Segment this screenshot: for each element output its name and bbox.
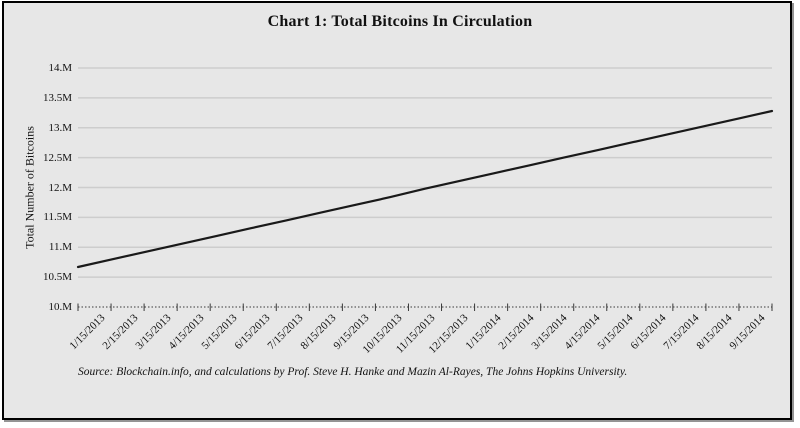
y-tick-label: 12.5M bbox=[42, 151, 72, 164]
y-tick-label: 11.M bbox=[48, 241, 72, 254]
series-line bbox=[76, 109, 774, 269]
y-tick-label: 13.5M bbox=[42, 91, 72, 104]
chart-title: Chart 1: Total Bitcoins In Circulation bbox=[267, 13, 533, 30]
y-tick-label: 10.5M bbox=[42, 271, 72, 284]
y-tick-label: 10.M bbox=[48, 301, 72, 313]
y-tick-label: 12.M bbox=[48, 181, 72, 194]
chart-frame bbox=[2, 1, 792, 420]
source-note: Source: Blockchain.info, and calculation… bbox=[78, 366, 628, 378]
y-tick-label: 14.M bbox=[48, 62, 72, 74]
y-tick-label: 11.5M bbox=[43, 211, 72, 224]
plot-area bbox=[76, 67, 774, 311]
y-tick-label: 13.M bbox=[48, 121, 72, 134]
